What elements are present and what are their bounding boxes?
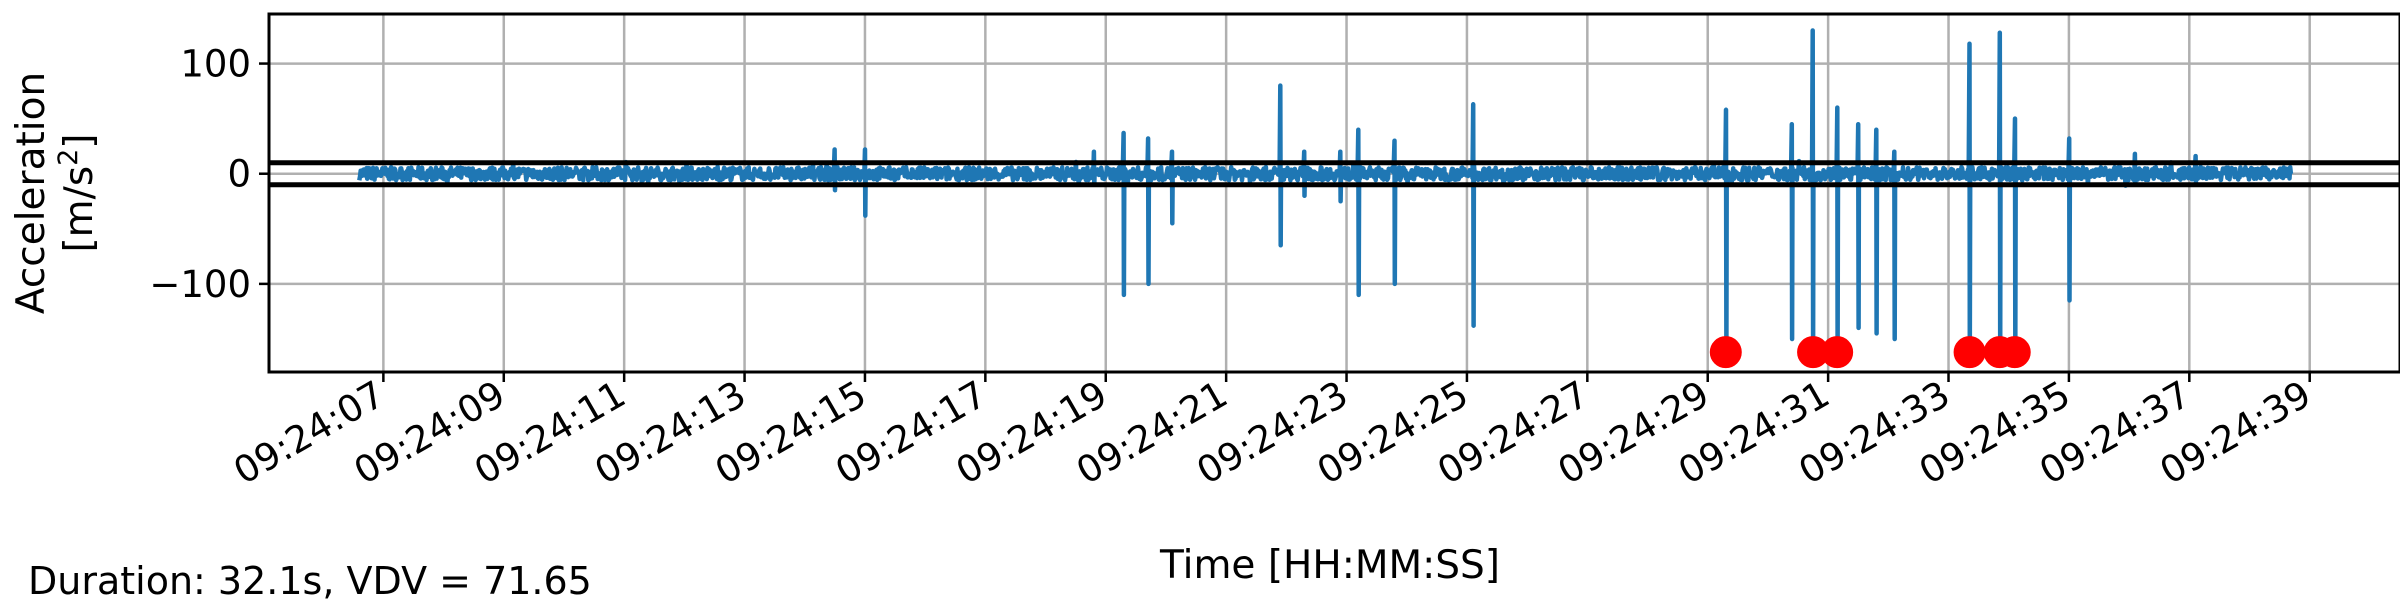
- exceedance-marker: [1953, 336, 1986, 369]
- threshold-lines: [269, 160, 2400, 188]
- exceedance-marker: [1998, 336, 2031, 369]
- acceleration-series-line: [357, 28, 2294, 355]
- y-axis-label-superscript: 2: [53, 149, 84, 166]
- exceedance-markers: [1709, 336, 2031, 369]
- y-axis-label-line1: Acceleration: [9, 72, 54, 314]
- y-axis-label-line2: [m/s2]: [53, 133, 103, 252]
- x-axis-ticks: 09:24:0709:24:0909:24:1109:24:1309:24:15…: [226, 372, 2318, 493]
- y-tick-label: −100: [149, 263, 251, 306]
- exceedance-marker: [1709, 336, 1742, 369]
- x-axis-label: Time [HH:MM:SS]: [1159, 543, 1500, 588]
- y-tick-label: 0: [227, 153, 251, 196]
- y-axis-ticks: 100 0 −100: [149, 43, 269, 306]
- plot-frame: [267, 12, 2400, 374]
- signal-layer: [357, 28, 2294, 355]
- exceedance-marker: [1821, 336, 1854, 369]
- grid-lines: [269, 14, 2400, 372]
- duration-vdv-summary: Duration: 32.1s, VDV = 71.65: [28, 559, 592, 600]
- y-tick-label: 100: [180, 43, 251, 86]
